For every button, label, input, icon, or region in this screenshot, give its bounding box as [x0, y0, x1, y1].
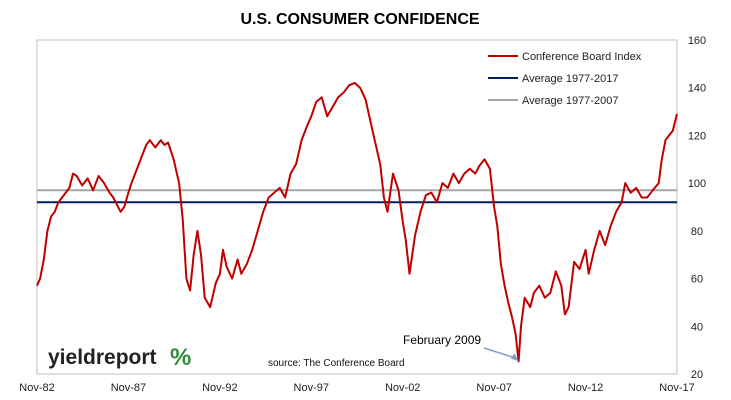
y-axis: 20 40 60 80 100 120 140 160 [688, 35, 706, 381]
x-tick-label: Nov-82 [19, 382, 54, 394]
chart-title: U.S. CONSUMER CONFIDENCE [240, 11, 479, 28]
legend: Conference Board Index Average 1977-2017 A… [488, 51, 642, 107]
x-tick-label: Nov-92 [202, 382, 237, 394]
average-lines [37, 189, 677, 204]
plot-area [36, 39, 678, 375]
conference-board-index-line [36, 81, 678, 363]
logo-percent-icon: % [170, 344, 191, 371]
annotation-layer: February 2009 [403, 333, 519, 362]
y-tick-label: 160 [688, 35, 706, 47]
y-tick-label: 60 [691, 274, 703, 286]
annotation-arrowhead-icon [510, 353, 519, 362]
legend-label: Average 1977-2017 [522, 73, 618, 85]
series-layer [36, 81, 678, 363]
y-tick-label: 40 [691, 321, 703, 333]
yieldreport-logo: yieldreport % [48, 344, 191, 371]
legend-label: Conference Board Index [522, 51, 642, 63]
source-note: source: The Conference Board [268, 358, 405, 369]
y-tick-label: 80 [691, 226, 703, 238]
annotation-arrow [483, 347, 517, 360]
x-tick-label: Nov-02 [385, 382, 420, 394]
y-tick-label: 100 [688, 178, 706, 190]
y-tick-label: 20 [691, 369, 703, 381]
x-axis: Nov-82 Nov-87 Nov-92 Nov-97 Nov-02 Nov-07 Nov-… [19, 382, 694, 394]
x-tick-label: Nov-97 [294, 382, 329, 394]
x-tick-label: Nov-12 [568, 382, 603, 394]
y-tick-label: 140 [688, 83, 706, 95]
annotation-label: February 2009 [403, 333, 481, 347]
x-tick-label: Nov-17 [659, 382, 694, 394]
legend-label: Average 1977-2007 [522, 95, 618, 107]
logo-text: yieldreport [48, 346, 157, 369]
x-tick-label: Nov-87 [111, 382, 146, 394]
x-tick-label: Nov-07 [476, 382, 511, 394]
y-tick-label: 120 [688, 130, 706, 142]
